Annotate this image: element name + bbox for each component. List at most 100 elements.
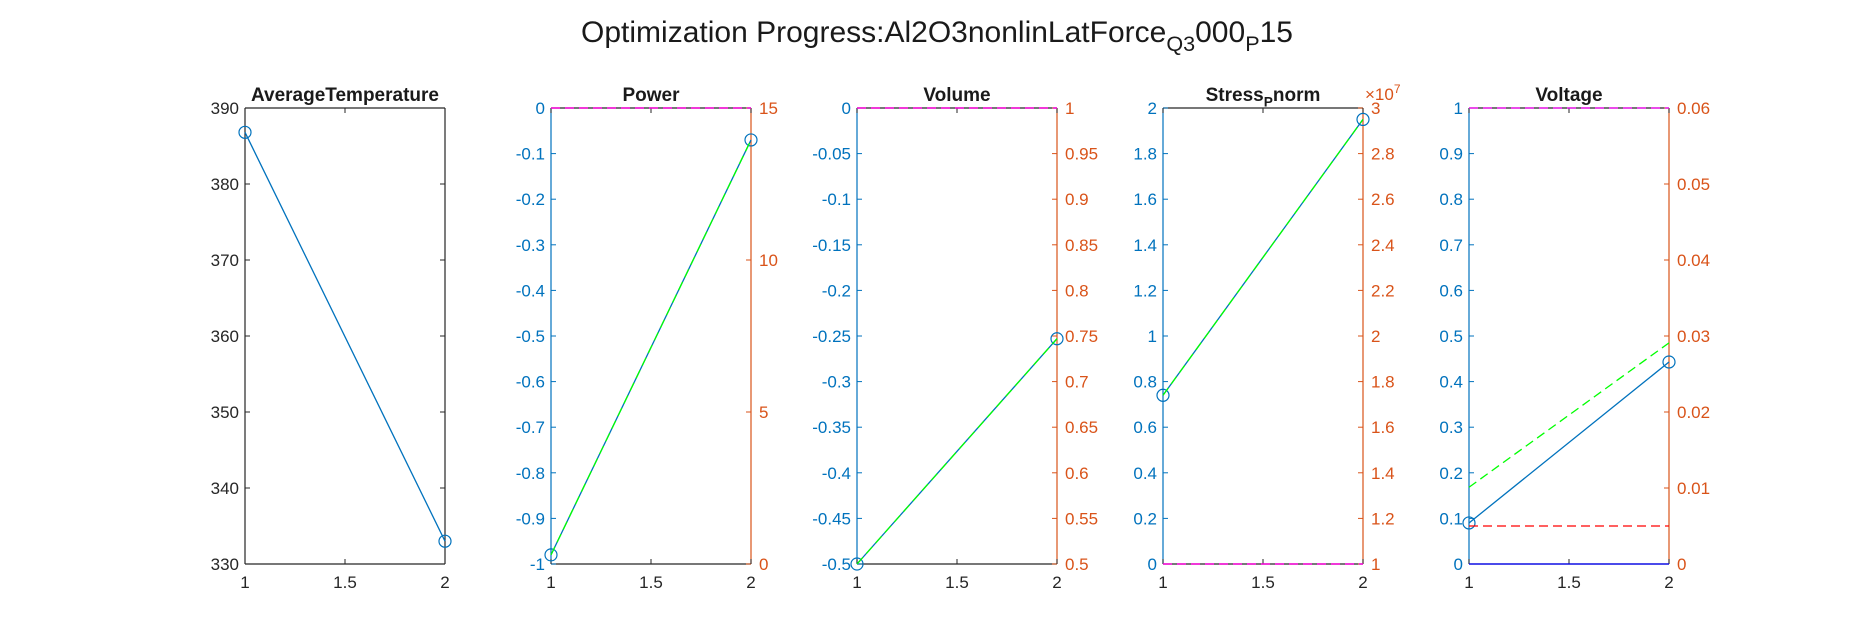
right-tick-label: 0.95 — [1065, 145, 1098, 164]
left-tick-label: -0.4 — [516, 281, 545, 300]
right-tick-label: 2.6 — [1371, 190, 1395, 209]
left-tick-label: 390 — [211, 99, 239, 118]
x-tick-label: 1 — [1158, 573, 1167, 592]
left-tick-label: -0.3 — [822, 373, 851, 392]
x-tick-label: 2 — [1358, 573, 1367, 592]
right-tick-label: 0.55 — [1065, 509, 1098, 528]
left-tick-label: 0.7 — [1439, 236, 1463, 255]
left-tick-label: 0.8 — [1439, 190, 1463, 209]
right-tick-label: 0.01 — [1677, 479, 1710, 498]
series-marker — [1356, 112, 1370, 127]
left-tick-label: 2 — [1148, 99, 1157, 118]
left-tick-label: 1.2 — [1133, 281, 1157, 300]
x-tick-label: 2 — [1664, 573, 1673, 592]
x-tick-label: 1.5 — [1557, 573, 1581, 592]
right-tick-label: 1.2 — [1371, 509, 1395, 528]
right-tick-label: 2.8 — [1371, 145, 1395, 164]
right-tick-label: 2.4 — [1371, 236, 1395, 255]
figure-title: Optimization Progress:Al2O3nonlinLatForc… — [581, 16, 1293, 56]
series-line-2 — [856, 338, 1058, 565]
right-tick-label: 0.04 — [1677, 251, 1710, 270]
left-tick-label: -0.25 — [812, 327, 851, 346]
left-tick-label: 0.2 — [1439, 464, 1463, 483]
left-tick-label: -0.2 — [516, 190, 545, 209]
x-tick-label: 1 — [1464, 573, 1473, 592]
left-tick-label: 340 — [211, 479, 239, 498]
subplot-5: 00.10.20.30.40.50.60.70.80.9100.010.020.… — [1439, 85, 1710, 592]
left-tick-label: -0.1 — [822, 190, 851, 209]
right-tick-label: 0.6 — [1065, 464, 1089, 483]
series-line-2 — [1162, 119, 1364, 396]
left-tick-label: -0.35 — [812, 418, 851, 437]
left-tick-label: -0.45 — [812, 509, 851, 528]
left-tick-label: 1.4 — [1133, 236, 1157, 255]
left-tick-label: -0.6 — [516, 373, 545, 392]
left-tick-label: 370 — [211, 251, 239, 270]
subplot-title: Voltage — [1535, 85, 1602, 106]
subplot-title: Power — [622, 85, 680, 106]
right-tick-label: 0 — [1677, 555, 1686, 574]
x-tick-label: 1 — [852, 573, 861, 592]
left-tick-label: -0.4 — [822, 464, 851, 483]
left-tick-label: -1 — [530, 555, 545, 574]
right-tick-label: 0.8 — [1065, 281, 1089, 300]
left-tick-label: -0.3 — [516, 236, 545, 255]
left-tick-label: -0.2 — [822, 281, 851, 300]
right-tick-label: 0.06 — [1677, 99, 1710, 118]
right-tick-label: 1.4 — [1371, 464, 1395, 483]
right-tick-label: 0.75 — [1065, 327, 1098, 346]
series-marker — [1156, 388, 1170, 402]
right-tick-label: 0.65 — [1065, 418, 1098, 437]
x-tick-label: 1.5 — [1251, 573, 1275, 592]
subplot-title: StressPnorm — [1206, 85, 1321, 110]
subplot-title: AverageTemperature — [251, 85, 439, 106]
right-tick-label: 0.02 — [1677, 403, 1710, 422]
left-tick-label: 0.4 — [1439, 373, 1463, 392]
right-tick-label: 0.7 — [1065, 373, 1089, 392]
x-tick-label: 2 — [746, 573, 755, 592]
x-tick-label: 1.5 — [333, 573, 357, 592]
right-tick-label: 0 — [759, 555, 768, 574]
left-tick-label: 1 — [1148, 327, 1157, 346]
left-tick-label: 1.8 — [1133, 145, 1157, 164]
right-tick-label: 0.05 — [1677, 175, 1710, 194]
left-tick-label: -0.7 — [516, 418, 545, 437]
left-tick-label: 350 — [211, 403, 239, 422]
left-tick-label: -0.9 — [516, 509, 545, 528]
left-tick-label: 380 — [211, 175, 239, 194]
subplot-3: -0.5 -0.45 -0.4 -0.35 -0.3 -0.25 -0.2 -0.15 -0.1… — [812, 85, 1098, 592]
right-tick-label: 1 — [1065, 99, 1074, 118]
right-tick-label: 0.03 — [1677, 327, 1710, 346]
right-tick-label: 1.8 — [1371, 373, 1395, 392]
left-tick-label: 1.6 — [1133, 190, 1157, 209]
right-tick-label: 5 — [759, 403, 768, 422]
series-marker — [438, 534, 452, 548]
left-tick-label: 360 — [211, 327, 239, 346]
right-tick-label: 0.9 — [1065, 190, 1089, 209]
right-tick-label: 0.5 — [1065, 555, 1089, 574]
left-tick-label: 0.4 — [1133, 464, 1157, 483]
left-tick-label: 0.6 — [1133, 418, 1157, 437]
series-marker — [1050, 332, 1064, 346]
right-tick-label: 2.2 — [1371, 281, 1395, 300]
left-tick-label: 0.2 — [1133, 509, 1157, 528]
x-tick-label: 2 — [1052, 573, 1061, 592]
series-marker — [238, 125, 252, 139]
series-marker — [744, 133, 758, 147]
x-tick-label: 1.5 — [639, 573, 663, 592]
right-tick-label: 15 — [759, 99, 778, 118]
right-axis-exponent: ×107 — [1365, 82, 1401, 104]
right-tick-label: 10 — [759, 251, 778, 270]
series-marker — [1462, 516, 1476, 530]
left-tick-label: 0.6 — [1439, 281, 1463, 300]
right-tick-label: 1 — [1371, 555, 1380, 574]
subplot-2: -1 -0.9 -0.8 -0.7 -0.6 -0.5 -0.4 -0.3 -0.2 -0.1 0 0… — [516, 85, 778, 592]
left-tick-label: 0 — [842, 99, 851, 118]
left-tick-label: 0.1 — [1439, 509, 1463, 528]
x-tick-label: 1 — [546, 573, 555, 592]
left-tick-label: 0.9 — [1439, 145, 1463, 164]
right-tick-label: 3 — [1371, 99, 1380, 118]
left-tick-label: 0.5 — [1439, 327, 1463, 346]
